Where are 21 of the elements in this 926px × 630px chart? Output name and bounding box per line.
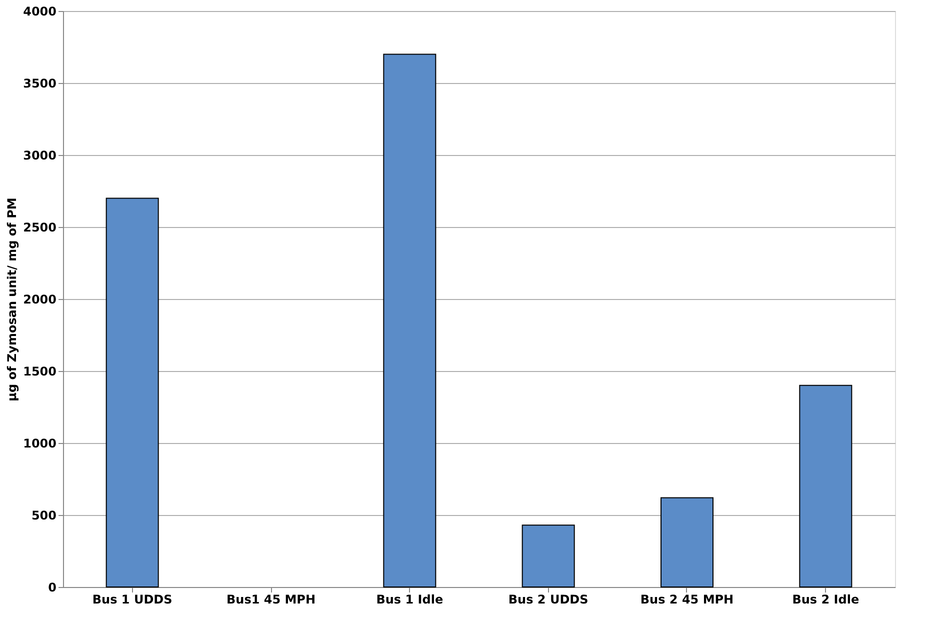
y-tick-label: 0 bbox=[48, 580, 56, 594]
bar bbox=[522, 524, 575, 588]
x-tick-label: Bus 1 Idle bbox=[376, 592, 444, 606]
x-tick-label: Bus1 45 MPH bbox=[226, 592, 316, 606]
x-tick-label: Bus 2 Idle bbox=[792, 592, 860, 606]
y-tick-label: 3000 bbox=[23, 148, 56, 162]
y-tick-label: 2000 bbox=[23, 292, 56, 306]
y-tick-label: 2500 bbox=[23, 220, 56, 234]
y-axis-title: µg of Zymosan unit/ mg of PM bbox=[5, 198, 20, 402]
bar bbox=[383, 54, 436, 588]
y-tick-label: 500 bbox=[31, 508, 56, 522]
bar bbox=[799, 384, 852, 588]
y-tick-label: 1000 bbox=[23, 436, 56, 450]
y-tick-label: 4000 bbox=[23, 4, 56, 18]
y-tick-label: 1500 bbox=[23, 364, 56, 378]
bar bbox=[106, 198, 159, 588]
x-tick-label: Bus 1 UDDS bbox=[92, 592, 172, 606]
x-tick-label: Bus 2 45 MPH bbox=[640, 592, 734, 606]
x-tick-label: Bus 2 UDDS bbox=[508, 592, 588, 606]
y-tick-label: 3500 bbox=[23, 76, 56, 90]
bar bbox=[660, 497, 714, 588]
